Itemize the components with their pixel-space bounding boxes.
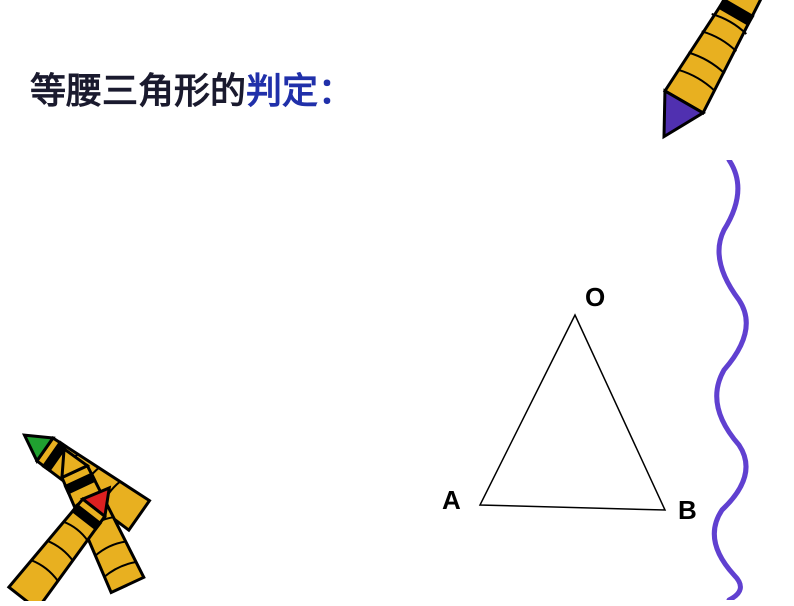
triangle-diagram: O A B — [440, 300, 720, 540]
vertex-label-o: O — [585, 282, 605, 313]
crayon-top-right-icon — [644, 0, 784, 175]
page-title: 等腰三角形的判定： — [30, 62, 354, 114]
title-part3: ： — [318, 70, 354, 111]
vertex-label-a: A — [442, 485, 461, 516]
crayons-bottom-left-icon — [0, 421, 210, 606]
vertex-label-b: B — [678, 495, 697, 526]
title-part1: 等腰三角形的 — [30, 70, 246, 111]
wave-decoration-icon — [704, 160, 764, 605]
title-part2: 判定 — [246, 70, 318, 111]
